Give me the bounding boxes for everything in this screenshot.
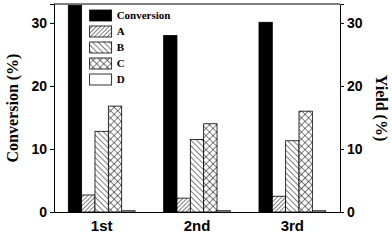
bars — [68, 5, 325, 212]
legend-label: A — [117, 25, 125, 37]
legend-swatch — [90, 42, 112, 53]
tick: 0 — [39, 204, 54, 220]
axis-title: Yield (%) — [372, 75, 390, 142]
tick-label: 0 — [39, 204, 47, 220]
x-axis: 1st 2nd 3rd — [55, 212, 341, 234]
bar — [108, 106, 121, 212]
bar — [177, 198, 190, 212]
legend-item: D — [90, 73, 125, 85]
tick-label: 20 — [31, 78, 47, 94]
tick: 20 — [31, 78, 54, 94]
tick-mark — [340, 149, 344, 150]
bar — [204, 124, 217, 212]
legend-item: B — [90, 41, 125, 53]
tick-mark — [50, 212, 54, 213]
bar — [95, 131, 108, 212]
bar — [217, 211, 230, 212]
tick: 0 — [340, 204, 355, 220]
axis-line — [50, 5, 55, 213]
tick-label: 0 — [347, 204, 355, 220]
tick: 10 — [31, 141, 54, 157]
tick: 10 — [340, 141, 363, 157]
legend-label: D — [117, 73, 125, 85]
legend-swatch — [90, 10, 112, 21]
tick: 3rd — [281, 212, 304, 234]
legend-item: Conversion — [90, 9, 171, 21]
tick-label: 10 — [31, 141, 47, 157]
tick: 30 — [340, 15, 363, 31]
tick-mark — [50, 86, 54, 87]
axis-line — [341, 5, 345, 213]
bar — [312, 211, 325, 212]
bar — [82, 195, 95, 212]
axis-line — [55, 212, 341, 213]
bar — [68, 5, 81, 212]
y-axis: 0 10 20 30 — [31, 5, 54, 220]
legend-swatch — [90, 26, 112, 37]
chart: 010203001020301st2nd3rdConversionABCDCon… — [0, 0, 392, 248]
tick: 20 — [340, 78, 363, 94]
bar — [259, 22, 272, 212]
tick-label: 3rd — [281, 217, 304, 234]
tick-label: 2nd — [184, 217, 211, 234]
tick-mark — [50, 149, 54, 150]
tick-label: 20 — [347, 78, 363, 94]
legend-swatch — [90, 74, 112, 85]
bar — [286, 141, 299, 212]
bar — [122, 211, 135, 212]
tick-mark — [340, 212, 344, 213]
tick-label: 1st — [91, 217, 113, 234]
bar — [164, 36, 177, 212]
tick: 1st — [91, 212, 113, 234]
legend-label: B — [117, 41, 125, 53]
axis-title: Conversion (%) — [4, 54, 22, 163]
tick-mark — [340, 86, 344, 87]
legend-item: C — [90, 57, 125, 69]
bar — [272, 196, 285, 212]
tick-label: 30 — [31, 15, 47, 31]
tick-label: 30 — [347, 15, 363, 31]
bar — [299, 111, 312, 212]
tick-mark — [50, 23, 54, 24]
legend-label: Conversion — [117, 9, 171, 21]
tick-label: 10 — [347, 141, 363, 157]
legend-label: C — [117, 57, 125, 69]
frame — [54, 4, 340, 5]
legend-swatch — [90, 58, 112, 69]
legend-item: A — [90, 25, 125, 37]
y2-axis: 0 10 20 30 — [340, 5, 363, 220]
tick-mark — [340, 23, 344, 24]
bar — [190, 140, 203, 212]
tick: 30 — [31, 15, 54, 31]
tick: 2nd — [184, 212, 211, 234]
plot: 0 10 20 30 0 10 20 30 1st 2nd 3rd Conversion ABCD — [31, 4, 362, 234]
legend: Conversion ABCD — [90, 9, 171, 85]
